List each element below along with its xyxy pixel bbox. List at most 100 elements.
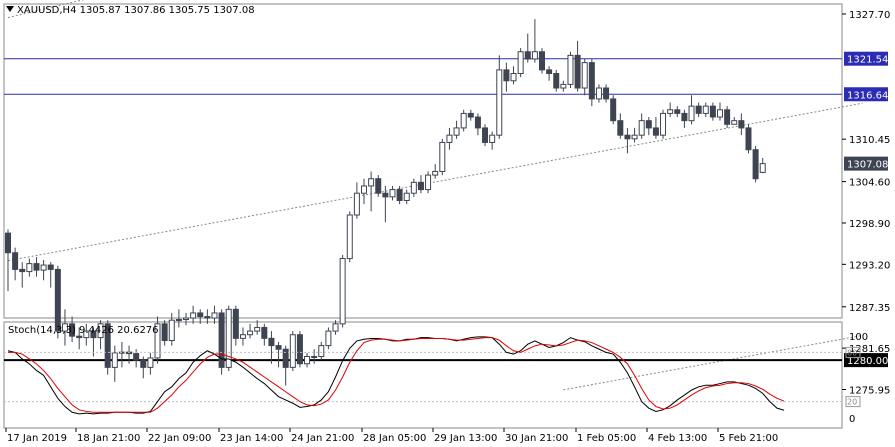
- bull-candle: [154, 323, 161, 359]
- bull-candle: [432, 170, 439, 176]
- bull-candle: [368, 178, 375, 187]
- bull-candle: [446, 134, 453, 143]
- symbol-header: XAUUSD,H4 1305.87 1307.86 1305.75 1307.0…: [6, 5, 255, 16]
- bear-candle: [275, 345, 282, 350]
- bull-candle: [289, 334, 296, 368]
- bear-candle: [375, 178, 382, 194]
- time-tick-label: 4 Feb 13:00: [648, 433, 707, 444]
- price-tick-label-1275.95: 1275.95: [849, 386, 890, 397]
- bear-candle: [709, 105, 716, 118]
- bull-candle: [560, 83, 567, 89]
- bear-candle: [482, 127, 489, 143]
- bear-candle: [695, 105, 702, 114]
- bear-candle: [588, 62, 595, 100]
- bear-candle: [474, 116, 481, 129]
- bull-candle: [254, 326, 261, 332]
- price-tick-label-1310.45: 1310.45: [849, 135, 890, 146]
- bull-candle: [311, 355, 318, 358]
- bear-candle: [738, 120, 745, 129]
- price-tick-label-1327.70: 1327.70: [849, 10, 890, 21]
- symbol-header-text: XAUUSD,H4 1305.87 1307.86 1305.75 1307.0…: [17, 5, 255, 16]
- bull-candle: [26, 263, 33, 273]
- bear-candle: [603, 87, 610, 100]
- bear-candle: [624, 134, 631, 140]
- trend-line: [7, 102, 863, 262]
- stoch-level-box: [845, 396, 861, 408]
- stoch-level-box: [845, 346, 861, 358]
- bull-candle: [660, 112, 667, 136]
- bear-candle: [140, 359, 147, 368]
- bear-candle: [232, 308, 239, 339]
- collapse-triangle-icon[interactable]: [6, 6, 14, 12]
- time-tick-label: 29 Jan 13:00: [434, 433, 497, 444]
- time-tick-label: 18 Jan 21:00: [77, 433, 140, 444]
- stoch-tick-label-20: 20: [847, 398, 857, 407]
- time-tick-label: 24 Jan 21:00: [291, 433, 354, 444]
- bull-candle: [531, 51, 538, 60]
- bear-candle: [69, 323, 76, 337]
- bear-candle: [133, 353, 140, 361]
- price-label-1321.54: 1321.54: [847, 55, 888, 66]
- bull-candle: [325, 330, 332, 347]
- bear-candle: [652, 127, 659, 136]
- bull-candle: [147, 357, 154, 368]
- price-tick-label-1293.20: 1293.20: [849, 260, 890, 271]
- bull-candle: [175, 318, 182, 321]
- bear-candle: [752, 149, 759, 180]
- bull-candle: [389, 189, 396, 198]
- bull-candle: [439, 141, 446, 172]
- bear-candle: [47, 264, 54, 270]
- bull-candle: [631, 134, 638, 140]
- bull-candle: [595, 87, 602, 100]
- trend-lines[interactable]: [7, 0, 863, 391]
- stoch-tick-label-80: 80: [847, 348, 857, 357]
- price-label-box: [844, 353, 888, 368]
- bear-candle: [610, 98, 617, 122]
- bull-candle: [183, 317, 189, 320]
- bull-candle: [517, 51, 524, 74]
- bull-candle: [489, 134, 496, 143]
- bear-candle: [282, 348, 289, 368]
- bear-candle: [396, 189, 403, 201]
- bull-candle: [759, 163, 766, 173]
- bear-candle: [524, 51, 531, 60]
- bull-candle: [460, 112, 467, 129]
- candlestick-series: [5, 19, 766, 386]
- price-label-1307.08: 1307.08: [847, 160, 888, 171]
- bear-candle: [745, 127, 752, 151]
- bull-candle: [83, 330, 90, 339]
- bull-candle: [346, 214, 353, 260]
- bear-candle: [553, 72, 560, 89]
- chart-frame: [3, 3, 843, 429]
- bear-candle: [503, 69, 510, 82]
- bear-candle: [19, 268, 26, 273]
- stochastic-series: [4, 336, 842, 415]
- bear-candle: [90, 330, 97, 339]
- price-tick-label-1281.65: 1281.65: [849, 344, 890, 355]
- price-label-box: [844, 87, 888, 102]
- bear-candle: [417, 181, 424, 191]
- price-axis: 1327.70 1321.54 1316.64 1310.45 1307.08 1304.…: [842, 10, 890, 397]
- bear-candle: [539, 51, 545, 71]
- bear-candle: [674, 109, 681, 114]
- time-tick-label: 22 Jan 09:00: [148, 433, 211, 444]
- bear-candle: [574, 54, 581, 89]
- bull-candle: [61, 323, 68, 332]
- stoch-main-line: [7, 336, 785, 415]
- bull-candle: [688, 105, 695, 122]
- bear-candle: [76, 335, 83, 339]
- price-tick-label-1287.35: 1287.35: [849, 303, 890, 314]
- bear-candle: [724, 109, 731, 125]
- bull-candle: [667, 109, 674, 114]
- time-tick-label: 5 Feb 21:00: [719, 433, 778, 444]
- bear-candle: [268, 337, 275, 347]
- bear-candle: [681, 112, 688, 122]
- price-label-box: [844, 156, 888, 171]
- bear-candle: [204, 316, 211, 319]
- bear-candle: [197, 312, 204, 318]
- stoch-tick-label-100: 100: [849, 332, 868, 343]
- bull-candle: [567, 54, 574, 85]
- horizontal-level-lines[interactable]: [4, 58, 842, 362]
- bull-candle: [247, 330, 254, 336]
